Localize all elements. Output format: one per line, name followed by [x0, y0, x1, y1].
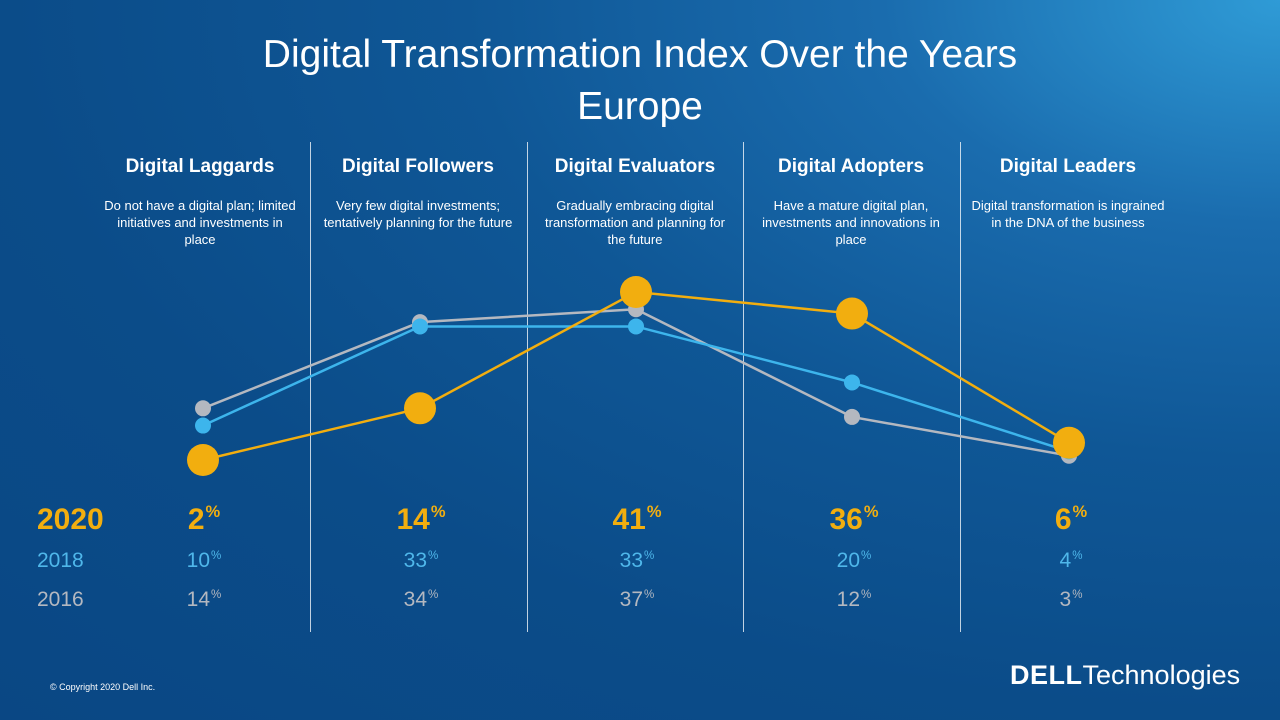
data-point-2018-3: [844, 374, 860, 391]
data-point-2020-3: [836, 297, 868, 330]
year-label-2018: 2018: [37, 549, 84, 572]
column-header-adopters: Digital Adopters: [777, 156, 925, 177]
data-point-2018-1: [412, 318, 428, 335]
column-description-followers: Very few digital investments; tentativel…: [323, 198, 513, 230]
column-description-laggards: Do not have a digital plan; limited init…: [104, 198, 296, 247]
data-point-2018-2: [628, 318, 644, 335]
logo-brand: DELL: [1010, 660, 1083, 690]
value-2016-leaders: 3%: [1059, 588, 1083, 611]
data-point-2020-1: [404, 392, 436, 425]
logo-suffix: Technologies: [1082, 660, 1241, 690]
column-header-leaders: Digital Leaders: [999, 156, 1137, 177]
value-2020-leaders: 6%: [1054, 503, 1088, 536]
value-2018-followers: 33%: [403, 549, 439, 572]
data-point-2020-4: [1053, 426, 1085, 459]
chart-title: Digital Transformation Index Over the Ye…: [262, 33, 1018, 76]
column-divider: [960, 142, 961, 632]
value-2016-adopters: 12%: [836, 588, 872, 611]
value-2018-evaluators: 33%: [619, 549, 655, 572]
year-label-2020: 2020: [37, 503, 104, 536]
value-2018-laggards: 10%: [186, 549, 222, 572]
data-point-2016-0: [195, 400, 211, 417]
value-2020-laggards: 2%: [187, 503, 221, 536]
column-description-leaders: Digital transformation is ingrained in t…: [971, 198, 1165, 230]
value-2020-evaluators: 41%: [612, 503, 662, 536]
column-divider: [527, 142, 528, 632]
column-description-evaluators: Gradually embracing digital transformati…: [545, 198, 725, 247]
data-point-2018-0: [195, 417, 211, 434]
column-header-evaluators: Digital Evaluators: [554, 156, 716, 177]
value-2018-adopters: 20%: [836, 549, 872, 572]
column-header-followers: Digital Followers: [341, 156, 495, 177]
value-2016-followers: 34%: [403, 588, 439, 611]
value-2018-leaders: 4%: [1059, 549, 1083, 572]
value-2016-evaluators: 37%: [619, 588, 655, 611]
data-point-2016-3: [844, 408, 860, 425]
value-2020-adopters: 36%: [829, 503, 879, 536]
chart-subtitle: Europe: [577, 85, 703, 128]
data-point-2020-0: [187, 444, 219, 476]
year-label-2016: 2016: [37, 588, 84, 611]
column-description-adopters: Have a mature digital plan, investments …: [762, 198, 940, 247]
column-divider: [743, 142, 744, 632]
value-2016-laggards: 14%: [186, 588, 222, 611]
column-header-laggards: Digital Laggards: [125, 156, 275, 177]
column-divider: [310, 142, 311, 632]
data-point-2020-2: [620, 276, 652, 308]
value-2020-followers: 14%: [396, 503, 446, 536]
copyright-text: © Copyright 2020 Dell Inc.: [50, 682, 156, 692]
dell-technologies-logo: DELLTechnologies: [1010, 660, 1240, 691]
